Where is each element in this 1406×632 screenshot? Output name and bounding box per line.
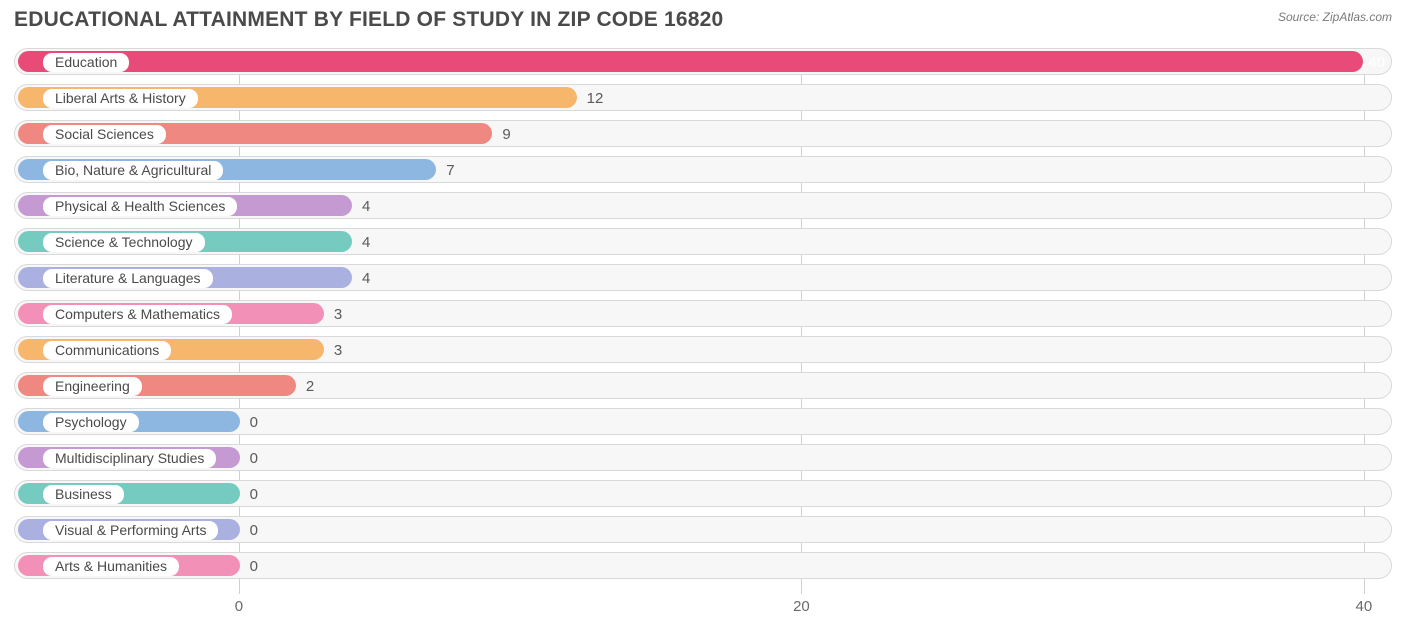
- bar-row: Education 40: [14, 48, 1392, 75]
- bar-category-label: Liberal Arts & History: [43, 89, 198, 108]
- bar-row: Literature & Languages 4: [14, 264, 1392, 291]
- bar-row: Arts & Humanities 0: [14, 552, 1392, 579]
- bar-category-label: Arts & Humanities: [43, 557, 179, 576]
- bar-row: Bio, Nature & Agricultural 7: [14, 156, 1392, 183]
- bar-category-label: Physical & Health Sciences: [43, 197, 237, 216]
- bar-row: Multidisciplinary Studies 0: [14, 444, 1392, 471]
- x-tick-label: 40: [1356, 598, 1373, 615]
- bar-category-label: Multidisciplinary Studies: [43, 449, 216, 468]
- bar-value-label: 9: [502, 125, 510, 144]
- bar-value-label: 0: [250, 521, 258, 540]
- bar-category-label: Business: [43, 485, 124, 504]
- bar-value-label: 12: [587, 89, 604, 108]
- bar-value-label: 0: [250, 485, 258, 504]
- chart-source: Source: ZipAtlas.com: [1278, 10, 1392, 24]
- x-tick-label: 0: [235, 598, 243, 615]
- bar-row: Business 0: [14, 480, 1392, 507]
- bar-row: Social Sciences 9: [14, 120, 1392, 147]
- bar-category-label: Bio, Nature & Agricultural: [43, 161, 223, 180]
- bar-value-label: 0: [250, 557, 258, 576]
- bar-category-label: Science & Technology: [43, 233, 205, 252]
- bar-row: Physical & Health Sciences 4: [14, 192, 1392, 219]
- bar-category-label: Education: [43, 53, 129, 72]
- bar-fill: [18, 51, 1363, 72]
- bar-category-label: Psychology: [43, 413, 139, 432]
- bar-category-label: Visual & Performing Arts: [43, 521, 218, 540]
- x-axis: 0 20 40: [14, 594, 1392, 622]
- bar-value-label: 4: [362, 269, 370, 288]
- bar-category-label: Literature & Languages: [43, 269, 213, 288]
- bar-category-label: Computers & Mathematics: [43, 305, 232, 324]
- x-tick-label: 20: [793, 598, 810, 615]
- bar-value-label: 4: [362, 197, 370, 216]
- bar-row: Computers & Mathematics 3: [14, 300, 1392, 327]
- bar-row: Communications 3: [14, 336, 1392, 363]
- bar-row: Science & Technology 4: [14, 228, 1392, 255]
- bar-row: Visual & Performing Arts 0: [14, 516, 1392, 543]
- bar-value-label: 0: [250, 449, 258, 468]
- bar-value-label: 0: [250, 413, 258, 432]
- bar-value-label: 3: [334, 341, 342, 360]
- chart-area: Education40Liberal Arts & History12Socia…: [14, 48, 1392, 622]
- plot-area: Education40Liberal Arts & History12Socia…: [14, 48, 1392, 594]
- chart-title: EDUCATIONAL ATTAINMENT BY FIELD OF STUDY…: [14, 8, 723, 32]
- bar-row: Engineering 2: [14, 372, 1392, 399]
- bar-value-label: 40: [1368, 53, 1385, 72]
- bar-category-label: Communications: [43, 341, 171, 360]
- bar-value-label: 3: [334, 305, 342, 324]
- bar-category-label: Social Sciences: [43, 125, 166, 144]
- bar-value-label: 2: [306, 377, 314, 396]
- bar-value-label: 7: [446, 161, 454, 180]
- bar-row: Psychology 0: [14, 408, 1392, 435]
- bar-value-label: 4: [362, 233, 370, 252]
- bar-row: Liberal Arts & History 12: [14, 84, 1392, 111]
- bar-category-label: Engineering: [43, 377, 142, 396]
